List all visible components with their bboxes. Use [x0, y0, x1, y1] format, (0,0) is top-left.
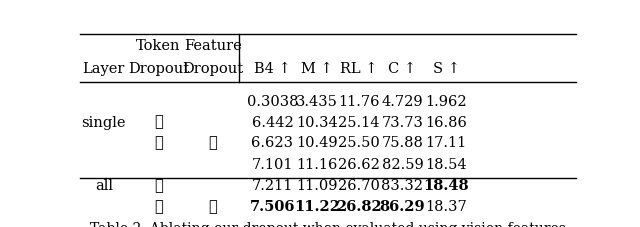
Text: 10.34: 10.34 — [296, 116, 338, 129]
Text: 18.48: 18.48 — [423, 179, 469, 193]
Text: Token: Token — [136, 39, 180, 53]
Text: RL ↑: RL ↑ — [340, 62, 378, 76]
Text: 6.623: 6.623 — [252, 136, 294, 151]
Text: 11.09: 11.09 — [296, 179, 338, 193]
Text: B4 ↑: B4 ↑ — [254, 62, 291, 76]
Text: ✓: ✓ — [209, 136, 218, 151]
Text: 1.962: 1.962 — [425, 94, 467, 109]
Text: 11.16: 11.16 — [296, 158, 338, 172]
Text: 10.49: 10.49 — [296, 136, 338, 151]
Text: 83.32: 83.32 — [381, 179, 424, 193]
Text: 11.22: 11.22 — [294, 200, 340, 214]
Text: 6.442: 6.442 — [252, 116, 293, 129]
Text: 4.729: 4.729 — [381, 94, 423, 109]
Text: Dropout: Dropout — [182, 62, 243, 76]
Text: 17.11: 17.11 — [426, 136, 467, 151]
Text: 11.76: 11.76 — [338, 94, 380, 109]
Text: ✓: ✓ — [209, 200, 218, 214]
Text: 7.506: 7.506 — [250, 200, 295, 214]
Text: 25.14: 25.14 — [338, 116, 380, 129]
Text: 26.62: 26.62 — [338, 158, 380, 172]
Text: C ↑: C ↑ — [388, 62, 417, 76]
Text: 18.37: 18.37 — [425, 200, 467, 214]
Text: 86.29: 86.29 — [380, 200, 425, 214]
Text: 7.211: 7.211 — [252, 179, 293, 193]
Text: ✓: ✓ — [154, 116, 163, 129]
Text: 82.59: 82.59 — [381, 158, 423, 172]
Text: ✓: ✓ — [154, 179, 163, 193]
Text: all: all — [95, 179, 113, 193]
Text: Layer: Layer — [83, 62, 125, 76]
Text: 75.88: 75.88 — [381, 136, 423, 151]
Text: S ↑: S ↑ — [433, 62, 460, 76]
Text: 3.435: 3.435 — [296, 94, 338, 109]
Text: 26.82: 26.82 — [336, 200, 381, 214]
Text: single: single — [81, 116, 126, 129]
Text: 26.70: 26.70 — [338, 179, 380, 193]
Text: M ↑: M ↑ — [301, 62, 333, 76]
Text: 18.54: 18.54 — [425, 158, 467, 172]
Text: Feature: Feature — [184, 39, 242, 53]
Text: Table 2. Ablating our dropout when evaluated using vision features: Table 2. Ablating our dropout when evalu… — [90, 222, 566, 227]
Text: 0.3038: 0.3038 — [246, 94, 298, 109]
Text: 25.50: 25.50 — [338, 136, 380, 151]
Text: ✓: ✓ — [154, 136, 163, 151]
Text: 73.73: 73.73 — [381, 116, 423, 129]
Text: 7.101: 7.101 — [252, 158, 293, 172]
Text: ✓: ✓ — [154, 200, 163, 214]
Text: 16.86: 16.86 — [425, 116, 467, 129]
Text: Dropout: Dropout — [128, 62, 189, 76]
